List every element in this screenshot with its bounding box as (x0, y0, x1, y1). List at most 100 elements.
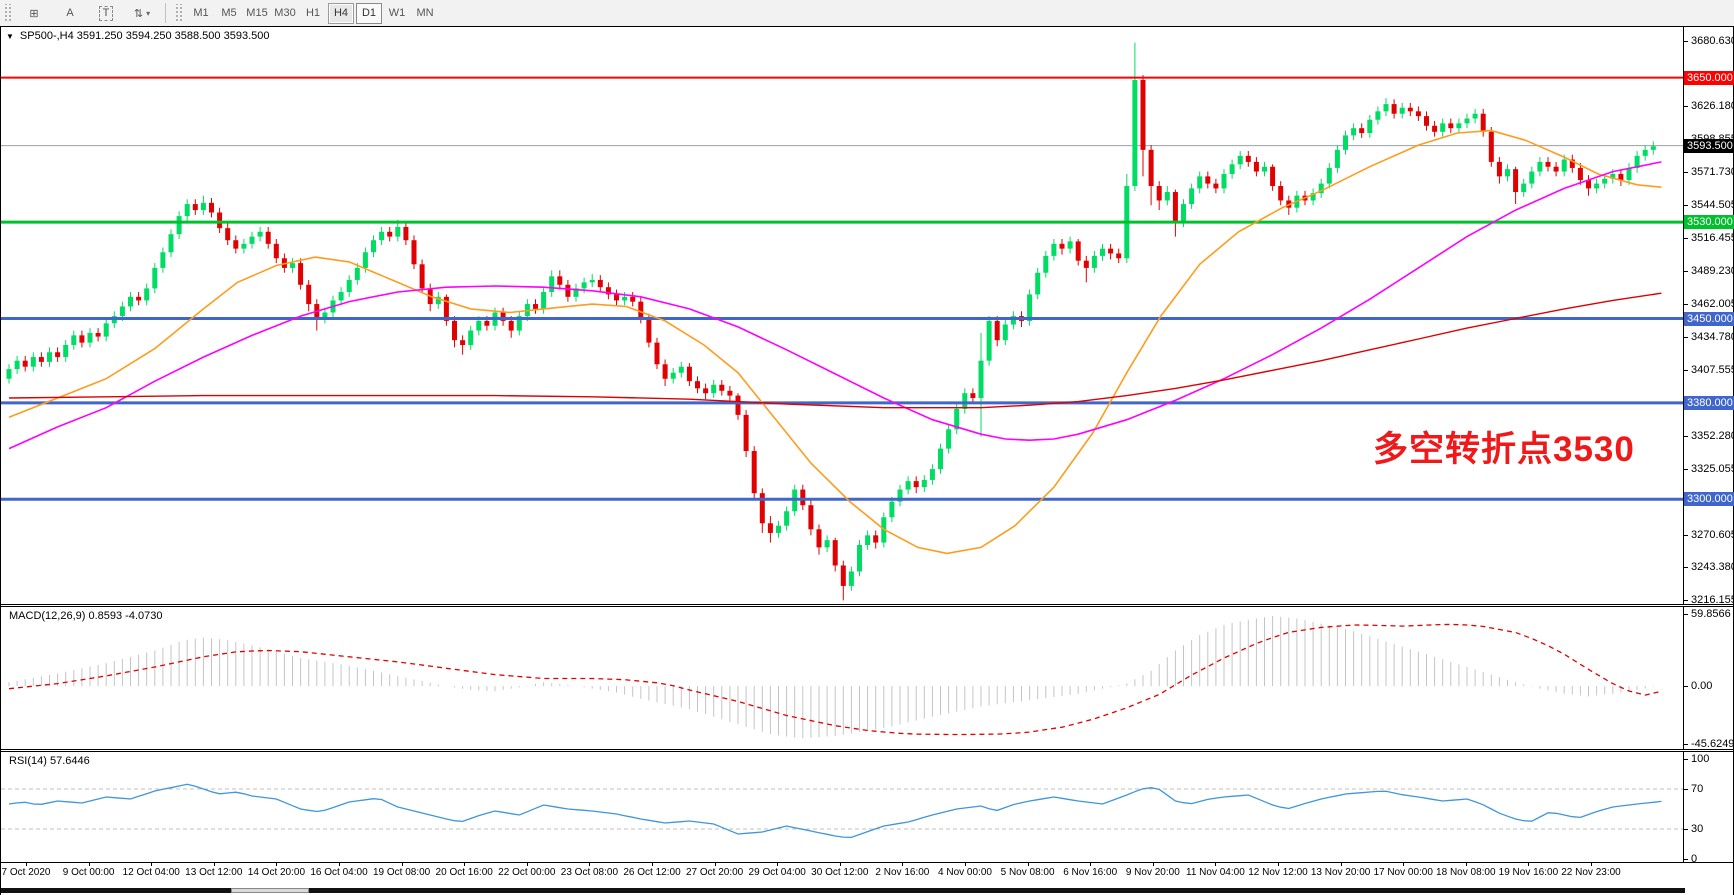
price-tick-label: 3626.180 (1691, 100, 1734, 113)
text-tool-icon: T (98, 5, 114, 21)
scrollbar-thumb[interactable] (231, 888, 309, 894)
date-label: 27 Oct 20:00 (685, 867, 744, 879)
toolbar-grip[interactable] (3, 4, 13, 22)
timeframe-button-m5[interactable]: M5 (221, 7, 237, 19)
time-axis-tick-mark (589, 863, 591, 867)
axis-tick-mark (1684, 41, 1688, 42)
axis-tick-mark (1684, 370, 1688, 371)
axis-tick-mark (1684, 858, 1688, 860)
timeframe-button-m15[interactable]: M15 (246, 7, 268, 19)
time-axis[interactable]: 7 Oct 2020 9 Oct 00:00 12 Oct 04:00 13 Oct … (1, 862, 1733, 884)
axis-tick-mark (1684, 758, 1688, 760)
time-axis-tick-mark (1090, 863, 1092, 867)
time-axis-tick-mark (1215, 863, 1217, 867)
rsi-tick-label: 100 (1691, 752, 1710, 765)
timeframe-button-m1[interactable]: M1 (193, 7, 209, 19)
text-tool-button[interactable]: T (89, 3, 123, 24)
time-axis-tick-mark (652, 863, 653, 867)
macd-chart-svg[interactable] (1, 607, 1683, 747)
axis-tick-mark (1684, 106, 1688, 107)
time-axis-tick-mark (213, 863, 215, 867)
price-tick-label: 3571.730 (1691, 165, 1734, 178)
collapse-triangle-icon[interactable]: ▼ (6, 31, 14, 41)
rsi-axis[interactable]: 100 70 30 0 (1684, 751, 1733, 865)
timeframe-button-mn[interactable]: MN (416, 7, 434, 19)
date-label: 20 Oct 16:00 (435, 867, 493, 879)
timeframe-bar: M1 M5 M15 M30 H1 H4 D1 W1 MN (187, 2, 439, 24)
level-price-tag: 3530.000 (1684, 215, 1734, 230)
date-label: 9 Nov 20:00 (1125, 867, 1180, 879)
price-tick-label: 3352.280 (1691, 430, 1734, 443)
time-axis-tick-mark (1340, 863, 1342, 867)
price-tick-label: 3407.555 (1691, 363, 1734, 376)
time-axis-tick-mark (339, 863, 340, 867)
timeframe-button-w1[interactable]: W1 (388, 7, 406, 19)
timeframe-toolbar-grip[interactable] (174, 4, 184, 22)
price-tick-label: 3544.505 (1691, 198, 1734, 211)
axis-tick-mark (1684, 788, 1688, 790)
date-label: 2 Nov 16:00 (875, 867, 930, 879)
time-axis-tick-mark (1152, 863, 1154, 867)
date-label: 16 Oct 04:00 (310, 867, 368, 879)
rsi-panel: RSI(14) 57.6446 100 70 30 0 (1, 748, 1733, 865)
crosshair-tool-button[interactable]: ⊞ (17, 3, 51, 24)
timeframe-button-h1[interactable]: H1 (305, 7, 321, 19)
text-annotation: 多空转折点3530 (1373, 430, 1635, 469)
timeframe-button-h4[interactable]: H4 (328, 2, 354, 24)
rsi-tick-label: 30 (1691, 822, 1704, 835)
axis-tick-mark (1684, 304, 1688, 305)
timeframe-button-m30[interactable]: M30 (274, 7, 296, 19)
time-axis-tick-mark (151, 863, 153, 867)
axis-tick-mark (1684, 535, 1688, 536)
timeframe-button-d1[interactable]: D1 (356, 2, 382, 24)
rsi-plot[interactable]: RSI(14) 57.6446 (1, 751, 1684, 863)
time-axis-tick-mark (26, 863, 27, 867)
date-label: 4 Nov 00:00 (938, 867, 992, 879)
chevron-down-icon: ▾ (146, 8, 151, 18)
time-axis-tick-mark (276, 863, 278, 867)
macd-indicator-label: MACD(12,26,9) 0.8593 -4.0730 (9, 610, 163, 622)
axis-tick-mark (1684, 828, 1688, 830)
macd-tick-label: 59.8566 (1691, 608, 1731, 620)
candlestick-chart-svg[interactable] (1, 27, 1683, 604)
line-style-button[interactable]: ⇅ ▾ (125, 3, 159, 24)
rsi-tick-label: 0 (1691, 852, 1698, 865)
price-chart-panel: ▼ SP500-,H4 3591.250 3594.250 3588.500 3… (1, 27, 1734, 606)
price-tick-label: 3434.780 (1691, 330, 1734, 343)
chart-title[interactable]: ▼ SP500-,H4 3591.250 3594.250 3588.500 3… (6, 30, 269, 42)
axis-tick-mark (1684, 567, 1688, 568)
level-price-tag: 3650.000 (1684, 70, 1734, 85)
time-axis-tick-mark (777, 863, 779, 867)
macd-plot[interactable]: MACD(12,26,9) 0.8593 -4.0730 (1, 607, 1684, 749)
price-tick-label: 3243.380 (1691, 561, 1734, 574)
date-label: 13 Oct 12:00 (185, 867, 243, 879)
time-axis-tick-mark (902, 863, 904, 867)
time-axis-tick-mark (1278, 863, 1279, 867)
axis-tick-mark (1684, 614, 1688, 615)
price-tick-label: 3270.605 (1691, 528, 1734, 541)
price-tick-label: 3680.630 (1691, 34, 1734, 47)
axis-tick-mark (1684, 271, 1688, 272)
time-axis-tick-mark (839, 863, 841, 867)
scrollbar-track[interactable] (1, 888, 1685, 894)
time-axis-tick-mark (401, 863, 403, 867)
time-axis-tick-mark (88, 863, 90, 867)
price-tick-label: 3462.005 (1691, 298, 1734, 311)
price-chart-plot[interactable]: ▼ SP500-,H4 3591.250 3594.250 3588.500 3… (1, 27, 1684, 604)
date-label: 11 Nov 04:00 (1186, 867, 1245, 879)
time-axis-tick-mark (1403, 863, 1405, 867)
time-axis-tick-mark (526, 863, 528, 867)
time-axis-tick-mark (1027, 863, 1029, 867)
date-label: 12 Nov 12:00 (1248, 867, 1308, 879)
date-label: 12 Oct 04:00 (122, 867, 180, 879)
date-label: 14 Oct 20:00 (247, 867, 306, 879)
arrow-label-tool-button[interactable]: A (53, 3, 87, 24)
level-price-tag: 3300.000 (1684, 492, 1734, 507)
macd-axis[interactable]: 59.8566 0.00 -45.6249 (1684, 607, 1734, 751)
rsi-chart-svg[interactable] (1, 752, 1683, 861)
date-label: 17 Nov 00:00 (1373, 867, 1433, 879)
horizontal-scrollbar[interactable] (1, 884, 1733, 895)
price-axis[interactable]: 3680.6303626.1803598.8553571.7303544.505… (1684, 27, 1734, 606)
macd-tick-label: -45.6249 (1691, 738, 1734, 751)
